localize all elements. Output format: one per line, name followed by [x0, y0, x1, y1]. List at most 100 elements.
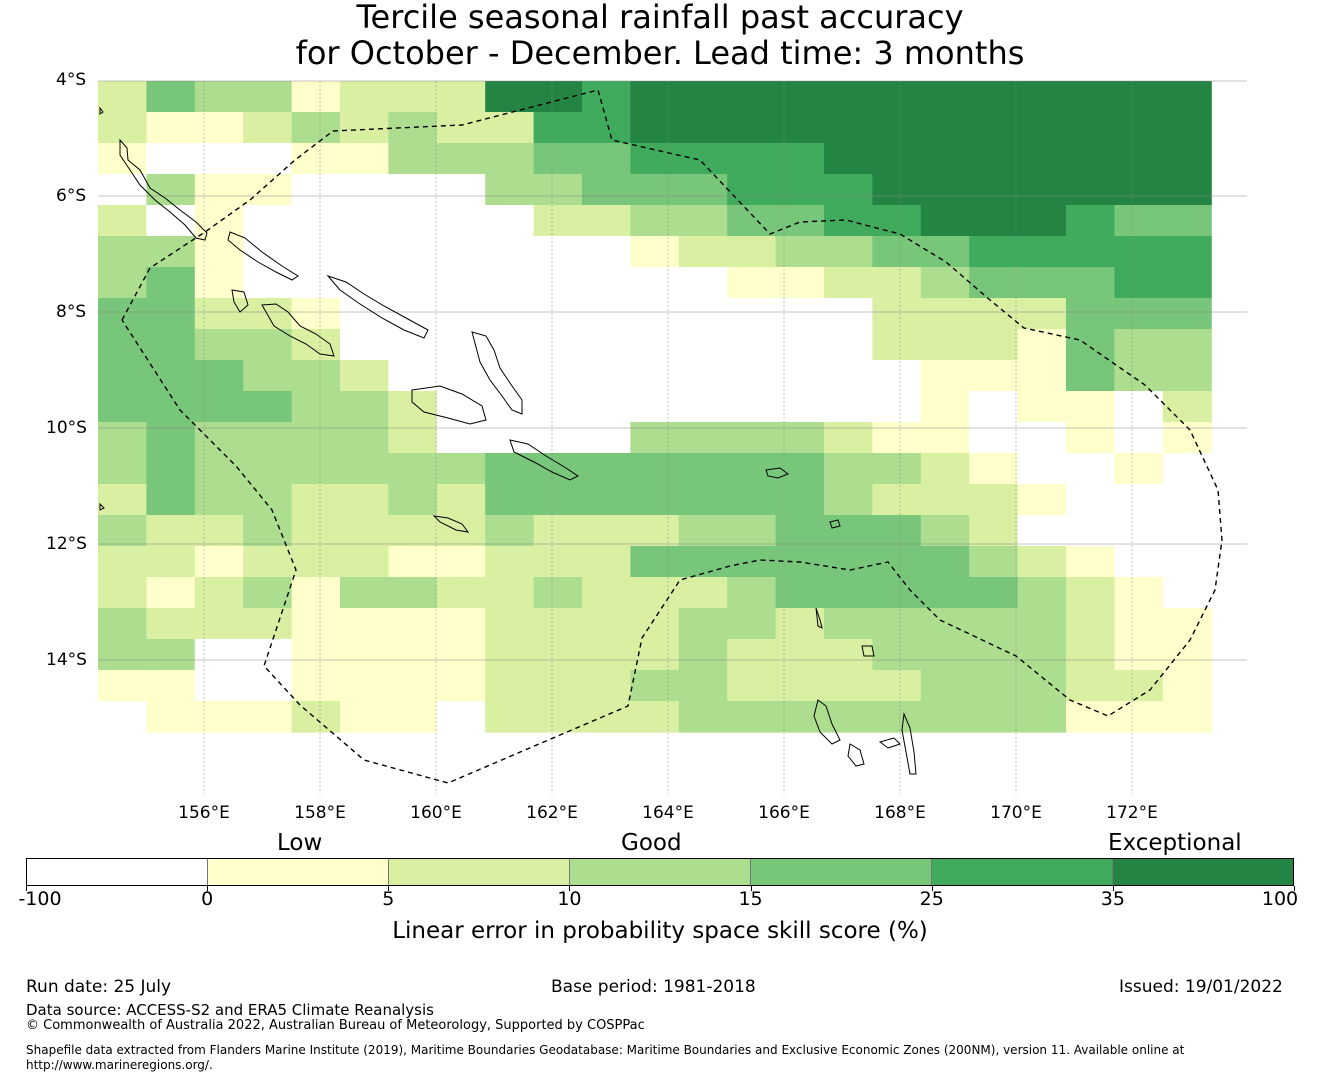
map-cell [1017, 453, 1067, 485]
map-cell [1017, 391, 1067, 423]
map-cell [291, 298, 341, 330]
map-cell [1114, 422, 1164, 454]
map-cell [340, 639, 389, 671]
map-cell [436, 608, 486, 640]
coastline-malaita [471, 331, 523, 415]
map-cell [1066, 205, 1115, 237]
map-cell [1162, 670, 1212, 702]
map-cell [1017, 670, 1067, 702]
map-cell [582, 546, 631, 578]
map-cell [678, 453, 728, 485]
map-cell [533, 205, 583, 237]
map-cell [1162, 112, 1212, 144]
map-cell [872, 639, 922, 671]
map-cell [969, 639, 1019, 671]
colorbar [26, 858, 1294, 886]
map-cell [98, 236, 147, 268]
map-cell [388, 298, 438, 330]
map-cell [146, 484, 196, 516]
map-cell [727, 112, 777, 144]
map-cell [533, 639, 583, 671]
map-cell [340, 174, 389, 206]
map-cell [98, 546, 147, 578]
map-cell [388, 608, 438, 640]
map-cell [1162, 205, 1212, 237]
map-cell [1162, 484, 1212, 516]
map-cell [1066, 360, 1115, 392]
map-cell [146, 701, 196, 733]
lat-label: 8°S [56, 302, 87, 322]
map-cell [1017, 639, 1067, 671]
legend-category-exceptional: Exceptional [1108, 830, 1242, 856]
map-cell [1162, 701, 1212, 733]
map-cell [388, 515, 438, 547]
map-cell [824, 546, 873, 578]
map-cell [582, 639, 631, 671]
map-cell [98, 360, 147, 392]
map-cell [388, 422, 438, 454]
map-cell [98, 391, 147, 423]
map-cell [872, 360, 922, 392]
map-cell [485, 360, 535, 392]
map-cell [1114, 81, 1164, 113]
map-cell [533, 329, 583, 361]
map-cell [436, 670, 486, 702]
map-cell [775, 267, 825, 299]
map-cell [824, 360, 873, 392]
map-cell [340, 453, 389, 485]
coastline-santa-isabel [326, 274, 429, 339]
lat-label: 10°S [46, 418, 87, 438]
shapefile-url[interactable]: http://www.marineregions.org/. [26, 1058, 213, 1072]
skill-score-map [98, 80, 1247, 794]
map-cell [243, 267, 293, 299]
map-cell [1017, 298, 1067, 330]
map-cell [872, 112, 922, 144]
map-cell [630, 81, 680, 113]
map-cell [1017, 267, 1067, 299]
map-cell [98, 298, 147, 330]
map-cell [920, 81, 970, 113]
map-cell [678, 112, 728, 144]
map-cell [340, 143, 389, 175]
map-cell [340, 267, 389, 299]
map-cell [920, 143, 970, 175]
map-cell [872, 267, 922, 299]
map-cell [243, 329, 293, 361]
colorbar-tick [26, 886, 27, 891]
map-cell [243, 81, 293, 113]
map-cell [727, 360, 777, 392]
map-cell [1017, 546, 1067, 578]
map-cell [1162, 608, 1212, 640]
map-cell [485, 267, 535, 299]
map-cell [582, 112, 631, 144]
map-cell [533, 453, 583, 485]
map-cell [920, 484, 970, 516]
map-cell [1114, 174, 1164, 206]
map-cell [582, 484, 631, 516]
map-cell [485, 453, 535, 485]
map-cell [1162, 81, 1212, 113]
map-cell [872, 701, 922, 733]
map-cell [291, 453, 341, 485]
map-cell [388, 546, 438, 578]
map-cell [194, 453, 244, 485]
map-cell [969, 608, 1019, 640]
map-cell [872, 670, 922, 702]
lat-label: 6°S [56, 186, 87, 206]
map-cell [824, 391, 873, 423]
map-cell [291, 174, 341, 206]
map-cell [920, 391, 970, 423]
map-cell [1017, 701, 1067, 733]
map-cell [630, 670, 680, 702]
map-cell [146, 205, 196, 237]
map-cell [872, 391, 922, 423]
map-cell [485, 174, 535, 206]
map-cell [824, 81, 873, 113]
map-cell [775, 577, 825, 609]
map-cell [1066, 453, 1115, 485]
map-cell [243, 236, 293, 268]
map-cell [920, 701, 970, 733]
map-cell [340, 298, 389, 330]
map-cell [291, 143, 341, 175]
map-cell [291, 639, 341, 671]
